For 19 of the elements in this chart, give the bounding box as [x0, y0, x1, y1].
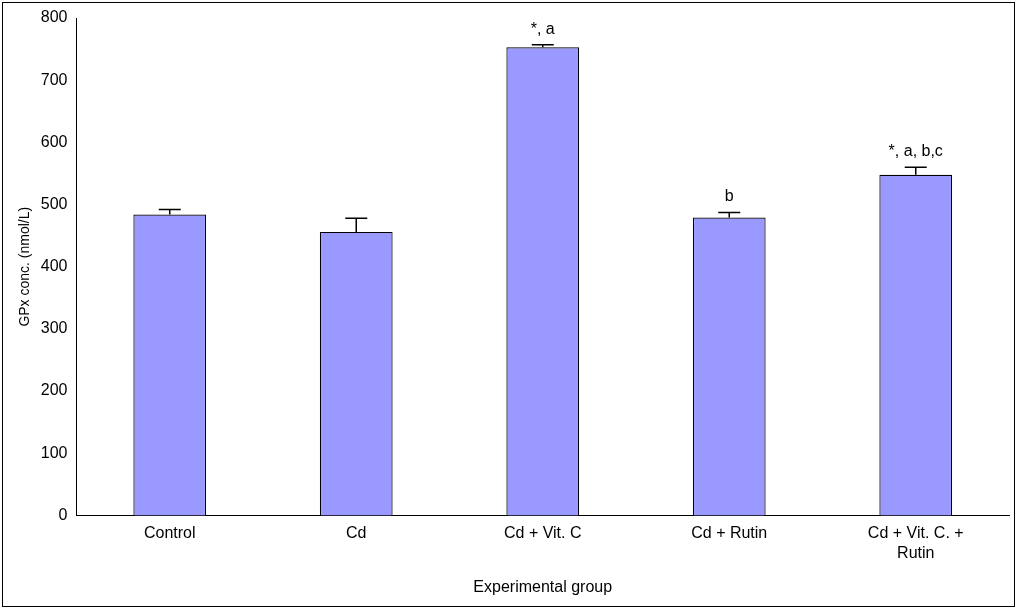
- y-tick-label: 400: [40, 257, 68, 275]
- x-tick-label: Cd + Rutin: [691, 524, 768, 542]
- y-tick-label: 100: [40, 443, 68, 461]
- y-tick-label: 0: [58, 505, 68, 523]
- x-axis-title: Experimental group: [473, 577, 613, 595]
- x-tick-label: Cd + Vit. C: [503, 524, 582, 542]
- y-tick-label: 200: [40, 381, 68, 399]
- annotation: b: [724, 187, 734, 205]
- annotation: *, a, b,c: [888, 141, 943, 159]
- annotation: *, a: [530, 20, 555, 38]
- y-axis-title: GPx conc. (nmol/L): [16, 206, 33, 327]
- y-tick-label: 700: [40, 70, 68, 88]
- y-tick-label: 800: [40, 8, 68, 26]
- x-tick-label: Cd + Vit. C. + Rutin: [867, 524, 964, 561]
- x-tick-label: Cd: [346, 524, 367, 542]
- y-tick-label: 500: [40, 194, 68, 212]
- x-tick-label: Control: [143, 524, 196, 542]
- y-tick-label: 300: [40, 319, 68, 337]
- y-tick-label: 600: [40, 132, 68, 150]
